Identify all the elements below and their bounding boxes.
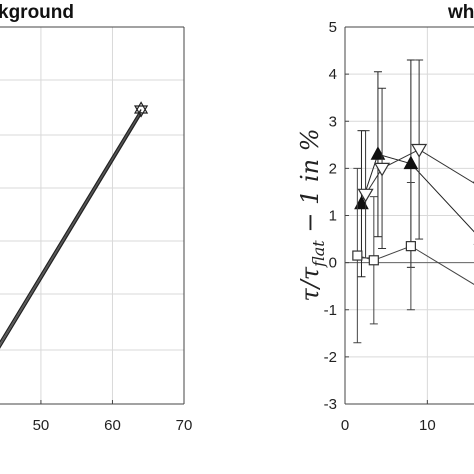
square-marker: [352, 250, 363, 261]
right-y-tick-label: 0: [329, 255, 337, 272]
hexagram-marker: [133, 101, 149, 114]
series-square-open: [352, 167, 474, 344]
left-series-line: [0, 113, 142, 349]
left-series-line: [0, 109, 142, 344]
right-y-tick-label: 4: [329, 66, 337, 83]
left-panel: kground 50 60 70: [0, 2, 192, 434]
left-x-tick-label: 50: [33, 417, 50, 434]
y-axis-label-tau: τ/τ: [296, 266, 324, 301]
right-x-ticks: 0 10: [341, 400, 436, 434]
triangle-down-marker: [357, 188, 374, 203]
triangle-down-marker: [411, 143, 428, 158]
left-x-ticks: 50 60 70: [33, 400, 193, 434]
right-x-tick-label: 0: [341, 417, 349, 434]
hexagram-marker: [133, 105, 149, 118]
right-y-tick-label: -1: [324, 302, 337, 319]
right-chart-title: wh: [447, 2, 474, 23]
right-y-tick-label: 1: [329, 208, 337, 225]
right-panel: wh τ/τflat − 1 in % -3 -2 -1 0 1 2 3 4 5 0 10: [296, 2, 474, 434]
series-line: [360, 153, 474, 233]
triangle-up-marker: [370, 146, 386, 160]
right-y-tick-label: 2: [329, 160, 337, 177]
left-x-tick-label: 60: [104, 417, 121, 434]
right-y-tick-label: 5: [329, 19, 337, 36]
right-series: [352, 59, 474, 344]
right-y-ticks: -3 -2 -1 0 1 2 3 4 5: [324, 19, 349, 413]
series-line: [357, 245, 474, 285]
y-axis-label-sub: flat: [309, 240, 328, 268]
y-axis-label-rest: − 1 in %: [296, 128, 324, 240]
series-triangle-down-open: [357, 59, 474, 259]
right-y-tick-label: 3: [329, 113, 337, 130]
right-y-tick-label: -3: [324, 396, 337, 413]
series-line: [365, 148, 474, 195]
square-marker: [405, 241, 416, 252]
y-axis-label: τ/τflat − 1 in %: [296, 128, 328, 301]
left-x-tick-label: 70: [176, 417, 193, 434]
left-series-line: [0, 111, 142, 346]
left-series: [0, 101, 149, 349]
left-plot-area: [0, 27, 184, 404]
right-x-tick-label: 10: [419, 417, 436, 434]
right-y-tick-label: -2: [324, 349, 337, 366]
triangle-up-marker: [354, 195, 369, 210]
square-marker: [368, 255, 379, 266]
triangle-up-marker: [403, 155, 419, 170]
left-chart-title: kground: [0, 2, 74, 23]
triangle-down-marker: [374, 162, 391, 177]
